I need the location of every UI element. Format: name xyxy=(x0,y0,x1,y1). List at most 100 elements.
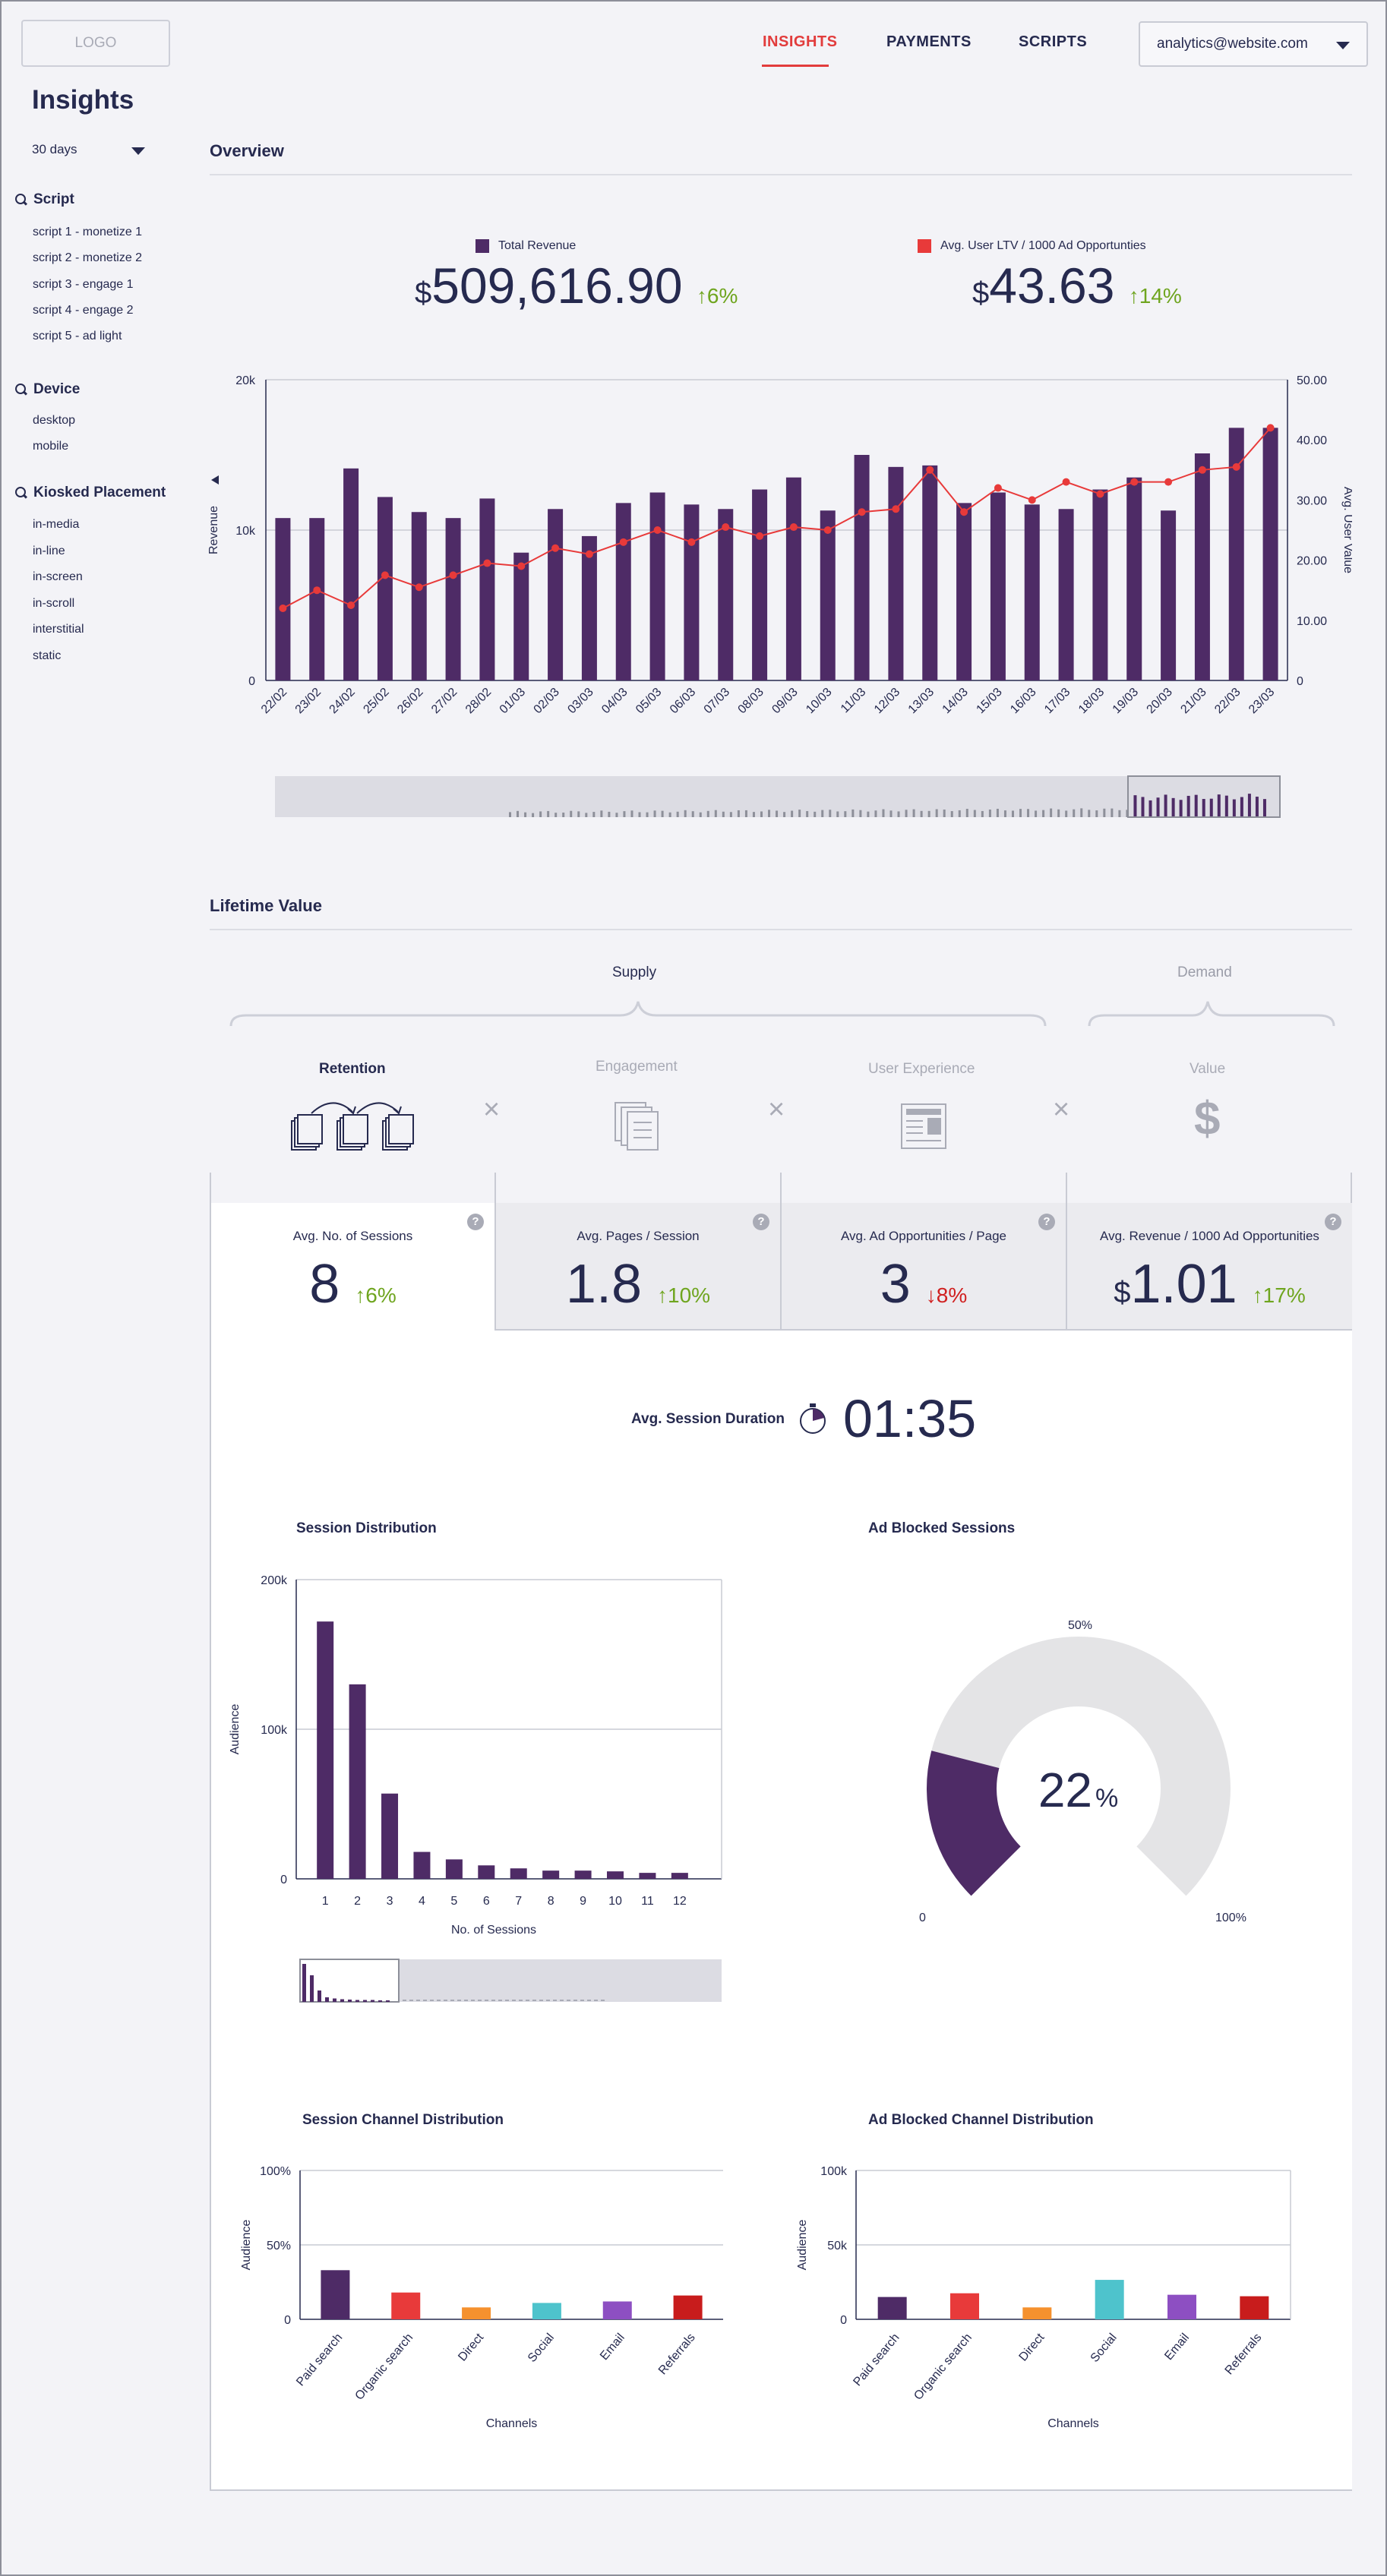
multiply-icon: × xyxy=(483,1094,501,1125)
bar xyxy=(510,1868,527,1879)
legend-swatch xyxy=(475,239,489,253)
delta-value: 6% xyxy=(706,284,738,308)
factor-user-experience[interactable]: User Experience xyxy=(868,1061,975,1077)
sidebar-item-in-media[interactable]: in-media xyxy=(33,518,80,531)
card-value: 8 ↑6% xyxy=(211,1253,494,1315)
filter-group-title: Device xyxy=(33,381,81,397)
card-label: Avg. Revenue / 1000 Ad Opportunities xyxy=(1100,1229,1319,1243)
navigator-bar xyxy=(546,2000,550,2001)
card-avg-pages[interactable]: Avg. Pages / Session 1.8 ↑10% ? xyxy=(496,1203,782,1331)
sidebar-item-script-5[interactable]: script 5 - ad light xyxy=(33,330,122,343)
sidebar-item-in-scroll[interactable]: in-scroll xyxy=(33,597,75,610)
sidebar-item-desktop[interactable]: desktop xyxy=(33,414,76,427)
bar xyxy=(479,498,495,680)
factor-engagement[interactable]: Engagement xyxy=(596,1059,678,1075)
sidebar-item-script-4[interactable]: script 4 - engage 2 xyxy=(33,304,134,317)
bar xyxy=(478,1865,495,1879)
navigator-bar xyxy=(897,811,900,817)
navigator-bar xyxy=(1011,810,1014,817)
navigator-bar xyxy=(981,810,984,817)
nav-payments[interactable]: PAYMENTS xyxy=(886,33,972,50)
bar xyxy=(391,2292,421,2319)
help-icon[interactable]: ? xyxy=(753,1214,769,1230)
date-range-select[interactable]: 30 days xyxy=(32,142,77,156)
sidebar-item-in-screen[interactable]: in-screen xyxy=(33,570,83,583)
sidebar-item-script-2[interactable]: script 2 - monetize 2 xyxy=(33,251,143,264)
ad-blocked-gauge: 22 % 0 50% 100% xyxy=(919,1619,1246,1924)
sidebar-item-script-1[interactable]: script 1 - monetize 1 xyxy=(33,226,143,238)
y-tick-label: 0 xyxy=(248,675,255,688)
x-tick-label: 4 xyxy=(419,1895,425,1908)
help-icon[interactable]: ? xyxy=(1325,1214,1341,1230)
x-tick-label: 02/03 xyxy=(532,686,562,716)
card-number: 1.01 xyxy=(1130,1254,1237,1315)
nav-active-underline xyxy=(762,65,829,67)
x-tick-label: Email xyxy=(1162,2331,1192,2363)
sidebar-item-mobile[interactable]: mobile xyxy=(33,440,69,453)
bar xyxy=(673,2295,703,2319)
sidebar-item-script-3[interactable]: script 3 - engage 1 xyxy=(33,278,134,291)
currency-symbol: $ xyxy=(972,276,990,310)
supply-demand-braces xyxy=(229,1001,1335,1027)
bar xyxy=(411,512,427,680)
x-tick-label: 24/02 xyxy=(327,686,358,716)
help-icon[interactable]: ? xyxy=(1038,1214,1055,1230)
account-dropdown[interactable]: analytics@website.com xyxy=(1139,21,1368,67)
divider xyxy=(210,1173,211,1203)
navigator-bar xyxy=(1194,794,1198,817)
nav-insights[interactable]: INSIGHTS xyxy=(763,33,838,50)
sidebar-item-in-line[interactable]: in-line xyxy=(33,545,65,557)
navigator-bar xyxy=(1217,794,1221,817)
card-avg-ad-opportunities[interactable]: Avg. Ad Opportunities / Page 3 ↓8% ? xyxy=(782,1203,1067,1331)
card-avg-revenue[interactable]: Avg. Revenue / 1000 Ad Opportunities $1.… xyxy=(1067,1203,1352,1331)
bar xyxy=(343,468,359,680)
line-point xyxy=(483,559,491,567)
retention-icon xyxy=(291,1102,414,1151)
navigator-bar xyxy=(464,2000,468,2001)
sidebar-item-static[interactable]: static xyxy=(33,649,62,662)
x-tick-label: 21/03 xyxy=(1178,686,1208,716)
navigator-bar xyxy=(378,2000,382,2002)
delta-up: ↑10% xyxy=(657,1283,711,1307)
logo[interactable]: LOGO xyxy=(21,20,170,67)
x-tick-label: 05/03 xyxy=(633,686,664,716)
navigator-bar xyxy=(829,810,832,817)
line-point xyxy=(1266,424,1275,432)
x-tick-label: 10/03 xyxy=(804,686,834,716)
x-tick-label: 11 xyxy=(641,1895,654,1908)
multiply-icon: × xyxy=(1053,1094,1070,1125)
navigator-bar xyxy=(1179,800,1183,817)
navigator-bar xyxy=(859,810,862,817)
delta-up: ↑6% xyxy=(696,284,738,308)
navigator-bar xyxy=(363,2000,367,2002)
line-point xyxy=(1198,466,1206,474)
navigator-bar xyxy=(882,809,885,817)
help-icon[interactable]: ? xyxy=(467,1214,484,1230)
delta-value: 8% xyxy=(936,1283,968,1307)
navigator-bar xyxy=(573,2000,577,2001)
x-tick-label: 01/03 xyxy=(498,686,528,716)
account-email: analytics@website.com xyxy=(1157,36,1308,52)
navigator-bar xyxy=(1103,808,1106,817)
navigator-bar xyxy=(1065,810,1068,817)
nav-scripts[interactable]: SCRIPTS xyxy=(1019,33,1088,50)
factor-retention[interactable]: Retention xyxy=(319,1061,386,1077)
x-tick-label: Organic search xyxy=(912,2331,975,2403)
navigator-bar xyxy=(403,2000,406,2001)
navigator-bar xyxy=(684,810,687,817)
navigator-bar xyxy=(1095,810,1098,817)
bar xyxy=(1240,2296,1269,2319)
sidebar-item-interstitial[interactable]: interstitial xyxy=(33,623,84,636)
x-tick-label: Social xyxy=(526,2331,557,2365)
dollar-icon: $ xyxy=(1194,1093,1221,1145)
navigator-bar xyxy=(699,812,702,817)
x-tick-label: 03/03 xyxy=(565,686,596,716)
chevron-down-icon[interactable] xyxy=(131,147,145,155)
navigator-bar xyxy=(348,2000,352,2002)
factor-value[interactable]: Value xyxy=(1190,1061,1226,1077)
card-avg-sessions[interactable]: Avg. No. of Sessions 8 ↑6% ? xyxy=(210,1203,496,1331)
bar xyxy=(990,492,1006,680)
y-tick-label: 10k xyxy=(235,525,256,538)
navigator-bar xyxy=(646,812,649,817)
line-point xyxy=(1062,478,1070,486)
